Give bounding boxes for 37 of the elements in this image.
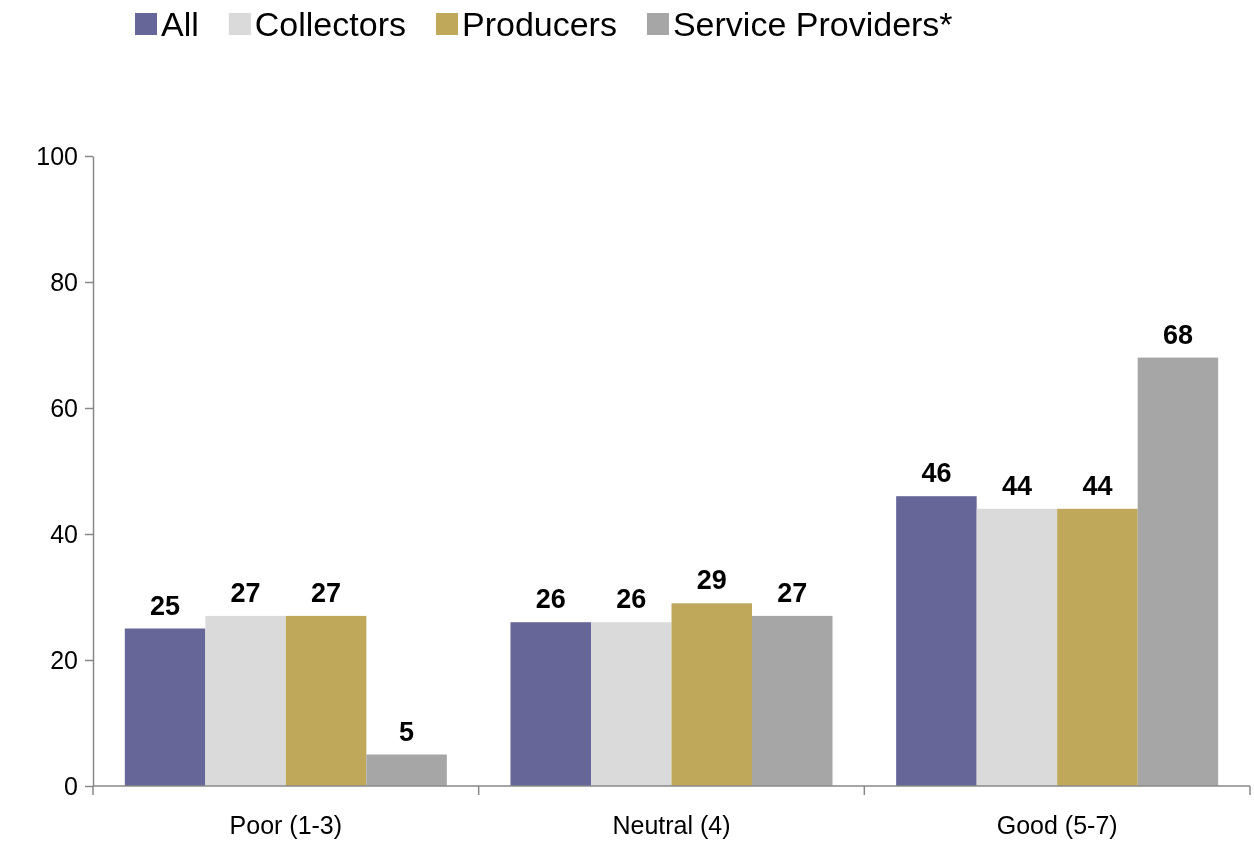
- x-tick-label: Poor (1-3): [229, 811, 343, 839]
- data-label: 27: [311, 577, 342, 608]
- legend-label: All: [161, 5, 199, 43]
- bar: [976, 508, 1058, 786]
- data-label: 68: [1162, 319, 1193, 350]
- data-label: 25: [150, 590, 181, 621]
- legend-label: Service Providers*: [672, 5, 953, 43]
- y-tick-label: 80: [50, 267, 78, 296]
- data-label: 26: [535, 584, 566, 615]
- y-tick-label: 40: [50, 519, 78, 548]
- x-tick-label: Neutral (4): [612, 811, 731, 839]
- bar: [510, 622, 591, 786]
- data-label: 44: [1082, 470, 1113, 501]
- bar: [1057, 508, 1138, 786]
- bar: [366, 754, 447, 786]
- data-label: 27: [777, 577, 808, 608]
- data-label: 46: [921, 458, 952, 489]
- y-tick-label: 20: [50, 645, 78, 674]
- bar: [896, 496, 977, 786]
- bar: [205, 615, 286, 786]
- bar: [285, 615, 367, 786]
- x-tick-label: Good (5-7): [996, 811, 1118, 839]
- bar: [590, 622, 672, 786]
- bar: [671, 603, 753, 786]
- legend-label: Producers: [461, 5, 617, 43]
- bar: [1137, 357, 1219, 786]
- y-tick-label: 0: [64, 771, 78, 800]
- data-label: 44: [1001, 470, 1032, 501]
- data-label: 29: [696, 565, 727, 596]
- data-label: 27: [230, 577, 261, 608]
- y-tick-label: 100: [36, 141, 78, 170]
- bar: [124, 628, 206, 786]
- legend-label: Collectors: [254, 5, 406, 43]
- data-label: 26: [616, 584, 647, 615]
- y-tick-label: 60: [50, 393, 78, 422]
- data-label: 5: [399, 716, 415, 747]
- bar: [752, 615, 833, 786]
